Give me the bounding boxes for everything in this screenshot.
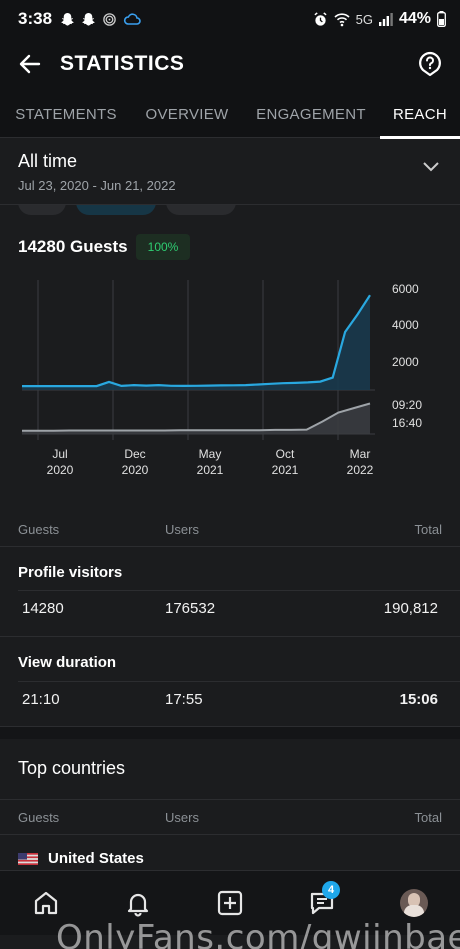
watermark: OnlyFans.com/gwiinbae [56, 918, 460, 949]
app-bar: STATISTICS [0, 38, 460, 90]
profile-visitors-total: 190,812 [383, 600, 438, 617]
date-range-selector[interactable]: All time Jul 23, 2020 - Jun 21, 2022 [0, 139, 460, 205]
header-total: Total [414, 522, 442, 537]
snapchat-icon [61, 12, 74, 26]
section-gap [0, 727, 460, 739]
nav-messages[interactable]: 4 [292, 873, 352, 933]
home-icon [34, 891, 58, 915]
range-title: All time [18, 151, 78, 171]
x-tick-month: Oct [276, 447, 295, 461]
back-button[interactable] [0, 38, 60, 90]
system-status: 5G 44% [313, 10, 446, 28]
signal-icon [378, 12, 393, 26]
page-title: STATISTICS [60, 52, 185, 75]
profile-visitors-title: Profile visitors [18, 564, 123, 581]
alarm-icon [314, 11, 327, 26]
guests-count: 14280 Guests [18, 237, 128, 256]
battery-percent: 44% [398, 10, 431, 27]
guests-summary: 14280 Guests 100% [18, 234, 191, 260]
nav-add-post[interactable] [200, 873, 260, 933]
top-countries-title: Top countries [18, 758, 126, 778]
bottom-nav: 4 [0, 870, 460, 935]
view-duration-title: View duration [18, 654, 117, 671]
filter-pill[interactable] [166, 205, 236, 215]
y-tick-label: 4000 [392, 318, 419, 332]
y-tick-label: 6000 [392, 282, 419, 296]
divider [0, 636, 460, 637]
duration-line [22, 402, 371, 432]
x-tick-year: 2021 [272, 463, 299, 477]
nav-notifications[interactable] [108, 873, 168, 933]
notification-icons [60, 12, 141, 27]
countries-table-header: Guests Users Total [0, 802, 460, 832]
x-tick-year: 2020 [47, 463, 74, 477]
view-duration-guests: 21:10 [22, 691, 60, 708]
table-header: Guests Users Total [0, 514, 460, 544]
avatar [400, 889, 428, 917]
tab-reach[interactable]: REACH [380, 90, 460, 139]
x-tick-month: Mar [350, 447, 371, 461]
divider [18, 590, 460, 591]
arrow-left-icon [19, 54, 41, 74]
profile-visitors-users: 176532 [165, 600, 216, 617]
view-duration-users: 17:55 [165, 691, 203, 708]
help-icon [419, 51, 441, 77]
tab-statements[interactable]: STATEMENTS [15, 105, 117, 123]
divider [18, 681, 460, 682]
status-time: 3:38 [18, 9, 53, 28]
header-users: Users [165, 522, 199, 537]
us-flag-icon [18, 852, 38, 865]
percent-badge: 100% [135, 234, 191, 260]
header-guests: Guests [18, 810, 60, 825]
x-tick-month: May [199, 447, 222, 461]
x-tick-year: 2020 [122, 463, 149, 477]
guests-line [22, 294, 371, 388]
nav-profile[interactable] [384, 873, 444, 933]
view-duration-total: 15:06 [399, 691, 438, 708]
nav-home[interactable] [16, 873, 76, 933]
country-row[interactable]: United States [18, 850, 144, 867]
x-tick-month: Jul [52, 447, 67, 461]
messages-badge: 4 [322, 881, 340, 899]
country-name: United States [48, 850, 144, 867]
divider [0, 799, 460, 800]
x-tick-month: Dec [124, 447, 145, 461]
fingerprint-icon [103, 12, 116, 26]
x-tick-year: 2022 [347, 463, 374, 477]
y-tick-label: 2000 [392, 355, 419, 369]
battery-icon [437, 11, 446, 27]
header-total: Total [414, 810, 442, 825]
header-guests: Guests [18, 522, 60, 537]
x-tick-year: 2021 [197, 463, 224, 477]
tab-engagement[interactable]: ENGAGEMENT [256, 105, 366, 123]
wifi-icon [334, 12, 350, 26]
guests-area [22, 295, 370, 390]
divider [0, 834, 460, 835]
reach-chart: 6000 4000 2000 09:20 16:40 Jul 2020 Dec 2020 May 2… [22, 280, 422, 477]
bell-icon [127, 893, 149, 917]
chevron-down-icon [423, 162, 439, 172]
profile-visitors-guests: 14280 [22, 600, 64, 617]
tab-bar: STATEMENTS OVERVIEW ENGAGEMENT REACH [0, 90, 460, 139]
plus-square-icon [217, 890, 243, 916]
y-tick-label: 16:40 [392, 416, 422, 430]
divider [0, 726, 460, 727]
header-users: Users [165, 810, 199, 825]
filter-pill[interactable] [18, 205, 66, 215]
y-tick-label: 09:20 [392, 398, 422, 412]
filter-pill-active[interactable] [76, 205, 156, 215]
tab-overview[interactable]: OVERVIEW [145, 105, 229, 123]
divider [0, 546, 460, 547]
range-dates: Jul 23, 2020 - Jun 21, 2022 [18, 178, 176, 193]
filter-pills [0, 205, 460, 217]
cloud-icon [123, 13, 141, 25]
status-bar: 3:38 5G 44% [0, 0, 460, 38]
network-type: 5G [355, 11, 373, 27]
snapchat-icon [82, 12, 95, 26]
help-button[interactable] [400, 38, 460, 90]
